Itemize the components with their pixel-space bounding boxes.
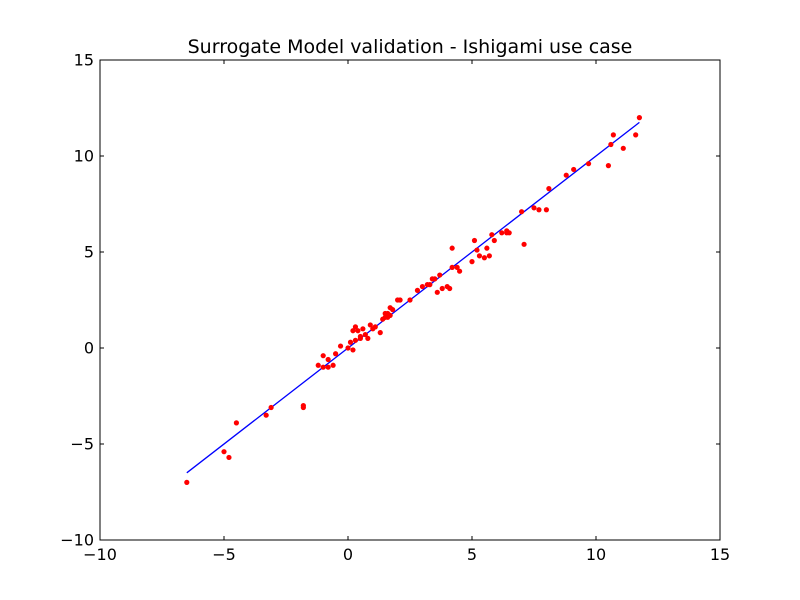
scatter-point: [449, 245, 455, 251]
scatter-point: [350, 328, 356, 334]
scatter-point: [372, 324, 378, 330]
scatter-point: [365, 335, 371, 341]
y-tick-label: −5: [70, 435, 94, 454]
scatter-point: [221, 449, 227, 455]
scatter-point: [543, 207, 550, 213]
x-tick-label: 15: [710, 545, 730, 564]
scatter-point: [350, 347, 356, 353]
scatter-point: [397, 297, 403, 303]
scatter-point: [320, 364, 326, 370]
scatter-point: [484, 245, 490, 251]
regression-line-layer: [186, 121, 640, 474]
scatter-point: [362, 331, 368, 338]
scatter-point: [563, 172, 569, 178]
scatter-point: [471, 237, 478, 244]
y-tick-label: 5: [84, 243, 94, 262]
scatter-point: [347, 339, 354, 345]
scatter-point: [432, 276, 438, 282]
scatter-point: [345, 345, 351, 351]
scatter-point: [337, 343, 344, 349]
x-tick-label: −5: [212, 545, 236, 564]
scatter-point: [419, 283, 425, 290]
scatter-point: [390, 307, 396, 313]
scatter-point: [414, 287, 421, 293]
scatter-point: [489, 232, 495, 238]
y-tick-label: −10: [60, 531, 94, 550]
scatter-point: [620, 145, 626, 151]
x-tick-label: 5: [467, 545, 477, 564]
scatter-point: [506, 230, 512, 236]
scatter-point: [407, 297, 413, 303]
scatter-point: [546, 186, 552, 192]
scatter-point: [226, 454, 232, 461]
scatter-point: [481, 255, 487, 261]
plot-frame: [99, 59, 721, 541]
axis-ticks: −10 −5 0 5 10 15 −10 −5 0 5 10 15: [60, 51, 730, 565]
scatter-point: [449, 264, 455, 270]
scatter-point: [268, 404, 274, 411]
scatter-point: [355, 328, 361, 334]
scatter-point: [263, 412, 269, 418]
y-tick-label: 10: [74, 147, 94, 166]
scatter-point: [300, 403, 306, 409]
scatter-point: [585, 161, 592, 167]
chart-title: Surrogate Model validation - Ishigami us…: [188, 36, 633, 58]
scatter-point: [352, 337, 359, 343]
scatter-point: [330, 362, 336, 368]
y-tick-label: 0: [84, 339, 94, 358]
scatter-point: [352, 324, 359, 330]
scatter-point: [605, 163, 612, 169]
x-tick-label: −10: [83, 545, 117, 564]
scatter-point: [633, 132, 639, 138]
x-tick-label: 10: [586, 545, 606, 564]
scatter-point: [315, 362, 321, 368]
scatter-point: [491, 237, 497, 244]
scatter-point: [531, 205, 537, 211]
scatter-point: [325, 364, 331, 370]
scatter-point: [608, 141, 614, 148]
scatter-point: [474, 247, 480, 253]
x-tick-label: 0: [343, 545, 353, 564]
scatter-point: [377, 330, 383, 336]
scatter-point: [469, 259, 475, 265]
scatter-point: [519, 209, 525, 215]
scatter-point: [333, 351, 339, 357]
scatter-point: [437, 272, 443, 278]
y-tick-label: 15: [74, 51, 94, 70]
scatter-point: [434, 289, 440, 295]
scatter-point: [476, 253, 483, 259]
scatter-point: [357, 335, 363, 341]
scatter-point: [499, 230, 505, 236]
scatter-point: [387, 312, 393, 318]
scatter-point: [325, 356, 331, 363]
scatter-point: [367, 322, 373, 328]
scatter-points-layer: [184, 115, 643, 485]
scatter-point: [536, 207, 542, 213]
scatter-point: [636, 115, 643, 121]
scatter-point: [454, 264, 460, 270]
scatter-point: [457, 268, 463, 274]
regression-line: [186, 121, 640, 474]
scatter-point: [439, 285, 445, 292]
scatter-point: [320, 353, 326, 359]
scatter-point: [521, 241, 527, 247]
scatter-point: [233, 420, 239, 426]
scatter-point: [184, 479, 190, 485]
scatter-point: [486, 253, 492, 259]
scatter-point: [610, 132, 616, 138]
scatter-point: [571, 166, 577, 173]
scatter-point: [447, 285, 453, 292]
scatter-point: [360, 326, 366, 332]
scatter-point: [427, 282, 433, 288]
